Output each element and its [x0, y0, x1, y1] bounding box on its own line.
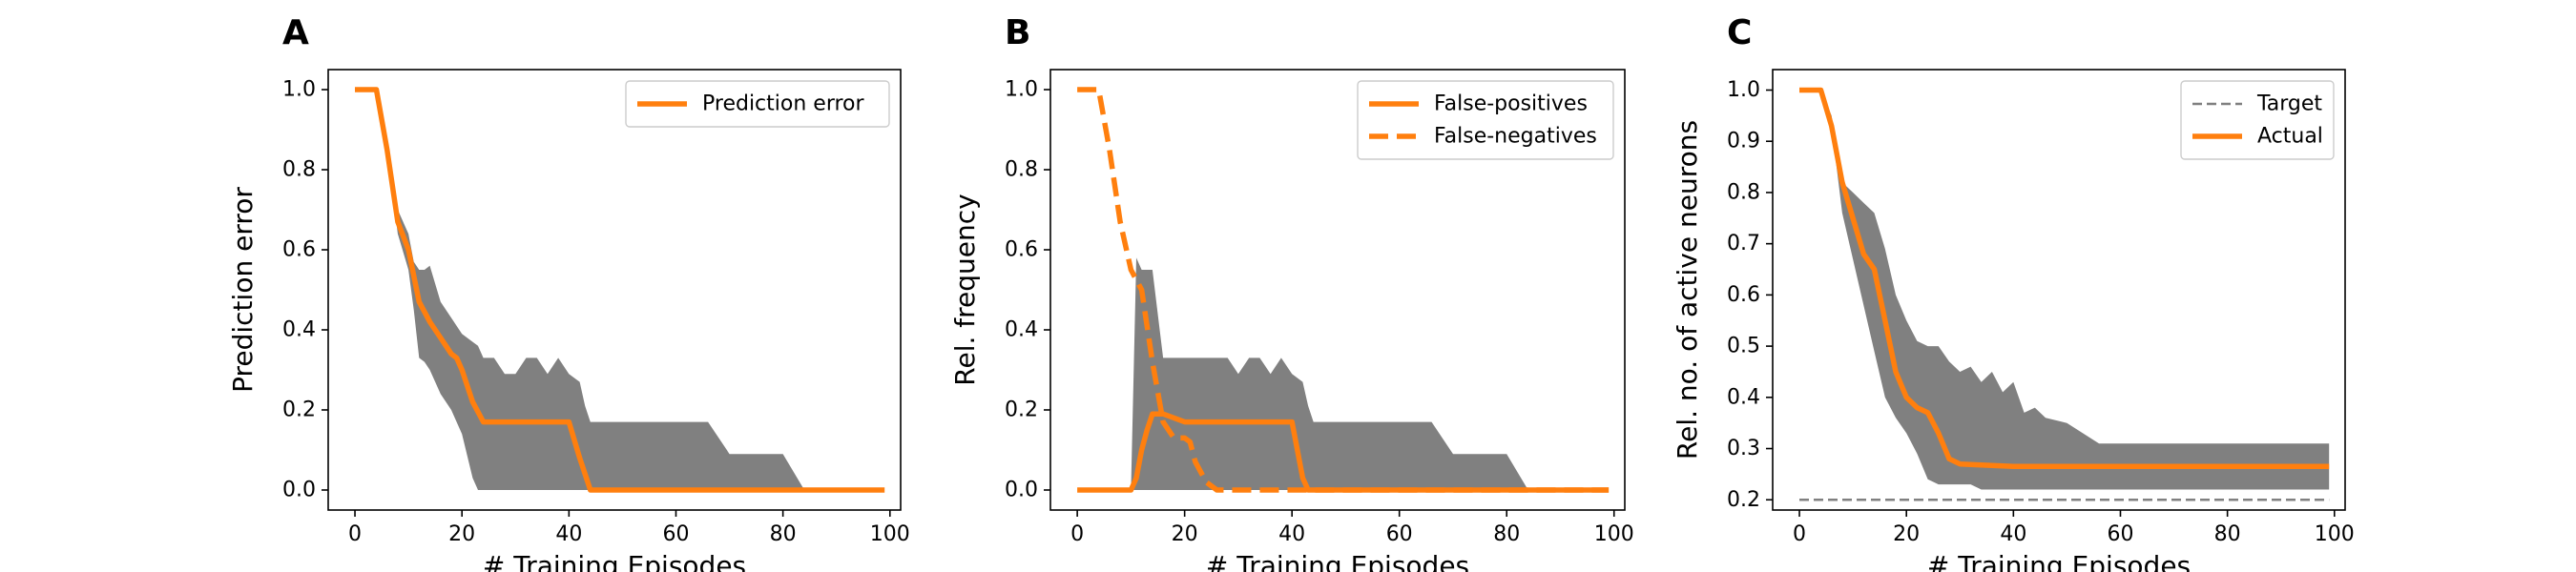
y-tick-label: 0.6: [282, 238, 316, 262]
x-axis-label: # Training Episodes: [483, 550, 746, 572]
y-tick-label: 0.0: [1005, 479, 1038, 502]
x-tick-label: 60: [662, 522, 689, 546]
y-axis-label: Rel. no. of active neurons: [1672, 120, 1703, 460]
x-axis-label: # Training Episodes: [1206, 550, 1469, 572]
y-tick-label: 0.8: [282, 158, 316, 182]
x-tick-label: 40: [555, 522, 582, 546]
x-tick-label: 80: [1493, 522, 1520, 546]
y-tick-label: 0.4: [282, 318, 316, 342]
y-tick-label: 0.6: [1005, 238, 1038, 262]
y-tick-label: 0.6: [1727, 283, 1760, 307]
x-tick-label: 40: [1278, 522, 1305, 546]
x-tick-label: 20: [1172, 522, 1198, 546]
x-tick-label: 80: [770, 522, 797, 546]
panel-letter: C: [1727, 13, 1752, 52]
x-tick-label: 100: [1594, 522, 1634, 546]
legend: Prediction error: [625, 80, 890, 128]
y-tick-label: 0.8: [1727, 180, 1760, 204]
series-line-false-positives: [1077, 411, 1610, 493]
y-tick-label: 0.5: [1727, 335, 1760, 358]
legend: Target Actual: [2180, 80, 2335, 160]
x-tick-label: 0: [1070, 522, 1084, 546]
y-tick-label: 0.2: [1005, 398, 1038, 422]
y-tick-label: 0.7: [1727, 232, 1760, 255]
x-tick-label: 20: [448, 522, 475, 546]
y-tick-label: 0.2: [1727, 488, 1760, 512]
y-tick-label: 0.0: [282, 479, 316, 502]
y-tick-label: 0.3: [1727, 437, 1760, 460]
y-tick-label: 1.0: [1005, 78, 1038, 102]
legend-label: Actual: [2257, 125, 2323, 149]
x-tick-label: 60: [1386, 522, 1413, 546]
series-line-prediction-error: [355, 87, 885, 493]
y-tick-label: 1.0: [1727, 78, 1760, 102]
legend-label: Target: [2256, 92, 2322, 116]
variance-band: [355, 90, 885, 490]
legend-label: False-positives: [1434, 92, 1588, 116]
y-tick-label: 0.2: [282, 398, 316, 422]
y-axis-label: Rel. frequency: [949, 194, 981, 385]
axes-frame: [327, 69, 902, 511]
y-tick-label: 0.4: [1727, 385, 1760, 409]
panel-letter: B: [1005, 13, 1030, 52]
series-line-actual: [1799, 87, 2330, 470]
x-tick-label: 100: [2315, 522, 2355, 546]
panel-a: A 0 20 40 60 80 100 0.0 0.2 0.4 0.6 0.8 1.0 # Trainin…: [227, 13, 910, 572]
legend-box: [1357, 80, 1614, 160]
x-tick-label: 0: [1793, 522, 1806, 546]
axes-frame: [1049, 69, 1626, 511]
panel-c: C 0 20 40 60 80 100 0.2 0.3 0.4 0.5 0.6 0.7 0.8 0.9 1.0…: [1672, 13, 2355, 572]
y-tick-label: 1.0: [282, 78, 316, 102]
y-tick-label: 0.4: [1005, 318, 1038, 342]
y-axis-label: Prediction error: [227, 187, 259, 393]
axes-frame: [1772, 69, 2346, 511]
panel-letter: A: [282, 13, 309, 52]
x-axis-label: # Training Episodes: [1927, 550, 2191, 572]
legend-label: False-negatives: [1434, 125, 1597, 149]
variance-band: [1799, 90, 2330, 490]
variance-band: [1077, 257, 1610, 490]
x-tick-label: 60: [2107, 522, 2133, 546]
legend: False-positives False-negatives: [1357, 80, 1614, 160]
legend-box: [625, 80, 890, 128]
x-tick-label: 80: [2214, 522, 2241, 546]
panel-b: B 0 20 40 60 80 100 0.0 0.2 0.4 0.6 0.8 1.0 # Trainin…: [949, 13, 1634, 572]
x-tick-label: 100: [870, 522, 910, 546]
x-tick-label: 40: [2000, 522, 2026, 546]
legend-label: Prediction error: [702, 92, 864, 116]
series-line-false-negatives: [1077, 87, 1610, 493]
x-tick-label: 20: [1893, 522, 1920, 546]
x-tick-label: 0: [348, 522, 362, 546]
y-tick-label: 0.8: [1005, 158, 1038, 182]
legend-box: [2180, 80, 2335, 160]
y-tick-label: 0.9: [1727, 130, 1760, 153]
